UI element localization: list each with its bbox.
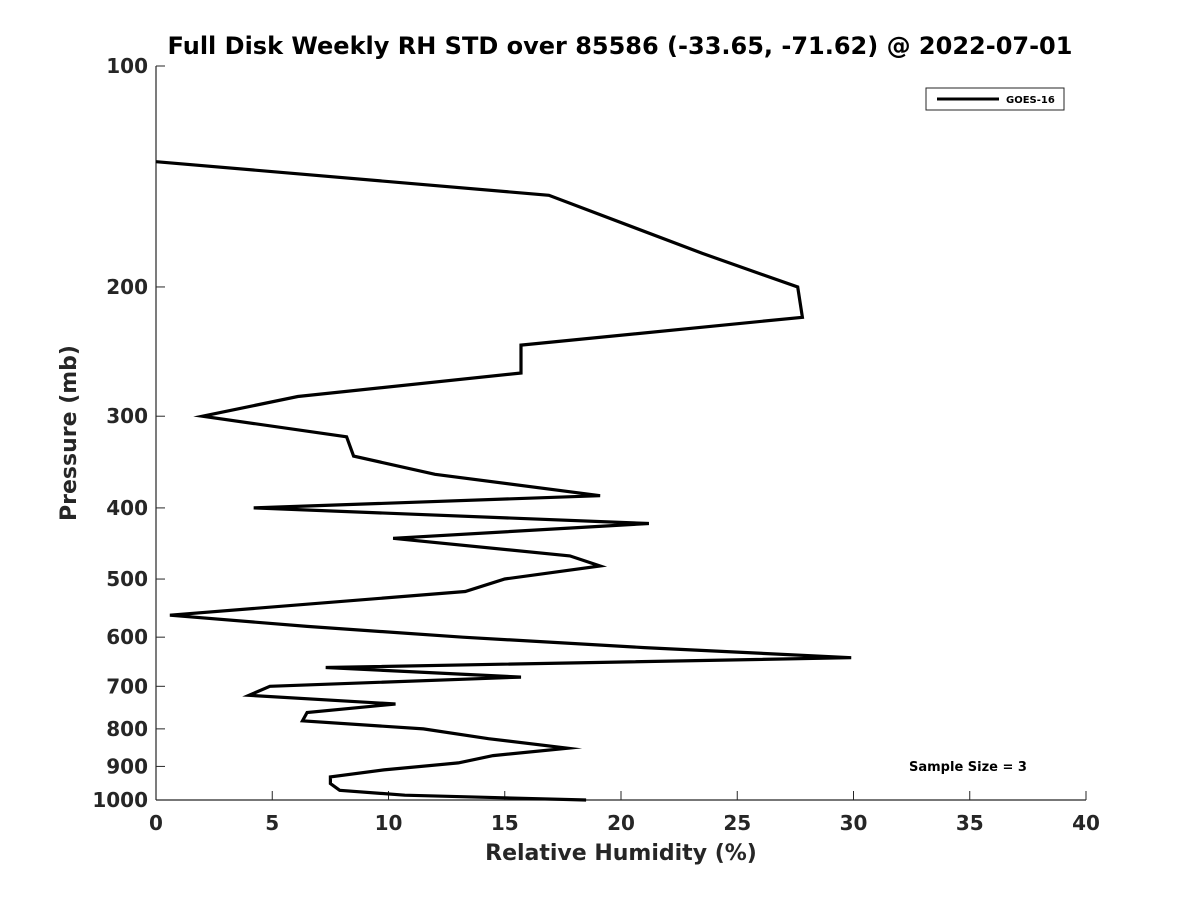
y-tick-label: 300 xyxy=(106,404,148,428)
x-tick-label: 20 xyxy=(607,811,635,835)
legend-entry-goes-16: GOES-16 xyxy=(1006,95,1055,106)
y-tick-label: 800 xyxy=(106,717,148,741)
chart-title: Full Disk Weekly RH STD over 85586 (-33.… xyxy=(168,32,1073,60)
y-tick-label: 500 xyxy=(106,567,148,591)
y-tick-label: 200 xyxy=(106,275,148,299)
x-tick-label: 30 xyxy=(840,811,868,835)
x-tick-label: 40 xyxy=(1072,811,1100,835)
x-axis-label: Relative Humidity (%) xyxy=(485,841,757,866)
y-ticks: 100 200 300 400 500 600 700 800 900 1000 xyxy=(92,54,165,812)
y-tick-label: 900 xyxy=(106,754,148,778)
y-tick-label: 400 xyxy=(106,496,148,520)
y-tick-label: 700 xyxy=(106,674,148,698)
sample-size-annotation: Sample Size = 3 xyxy=(909,760,1027,775)
x-tick-label: 35 xyxy=(956,811,984,835)
x-ticks: 0 5 10 15 20 25 30 35 40 xyxy=(149,791,1100,835)
y-tick-label: 600 xyxy=(106,625,148,649)
y-axis-label: Pressure (mb) xyxy=(57,345,82,521)
y-tick-label: 100 xyxy=(106,54,148,78)
x-tick-label: 15 xyxy=(491,811,519,835)
y-tick-label: 1000 xyxy=(92,788,148,812)
x-tick-label: 5 xyxy=(265,811,279,835)
plot-area: 0 5 10 15 20 25 30 35 40 100 200 300 400 500 600 700 80… xyxy=(92,54,1100,835)
series-line-goes-16 xyxy=(155,160,852,802)
legend: GOES-16 xyxy=(925,87,1065,111)
x-tick-label: 25 xyxy=(723,811,751,835)
x-tick-label: 10 xyxy=(375,811,403,835)
x-tick-label: 0 xyxy=(149,811,163,835)
